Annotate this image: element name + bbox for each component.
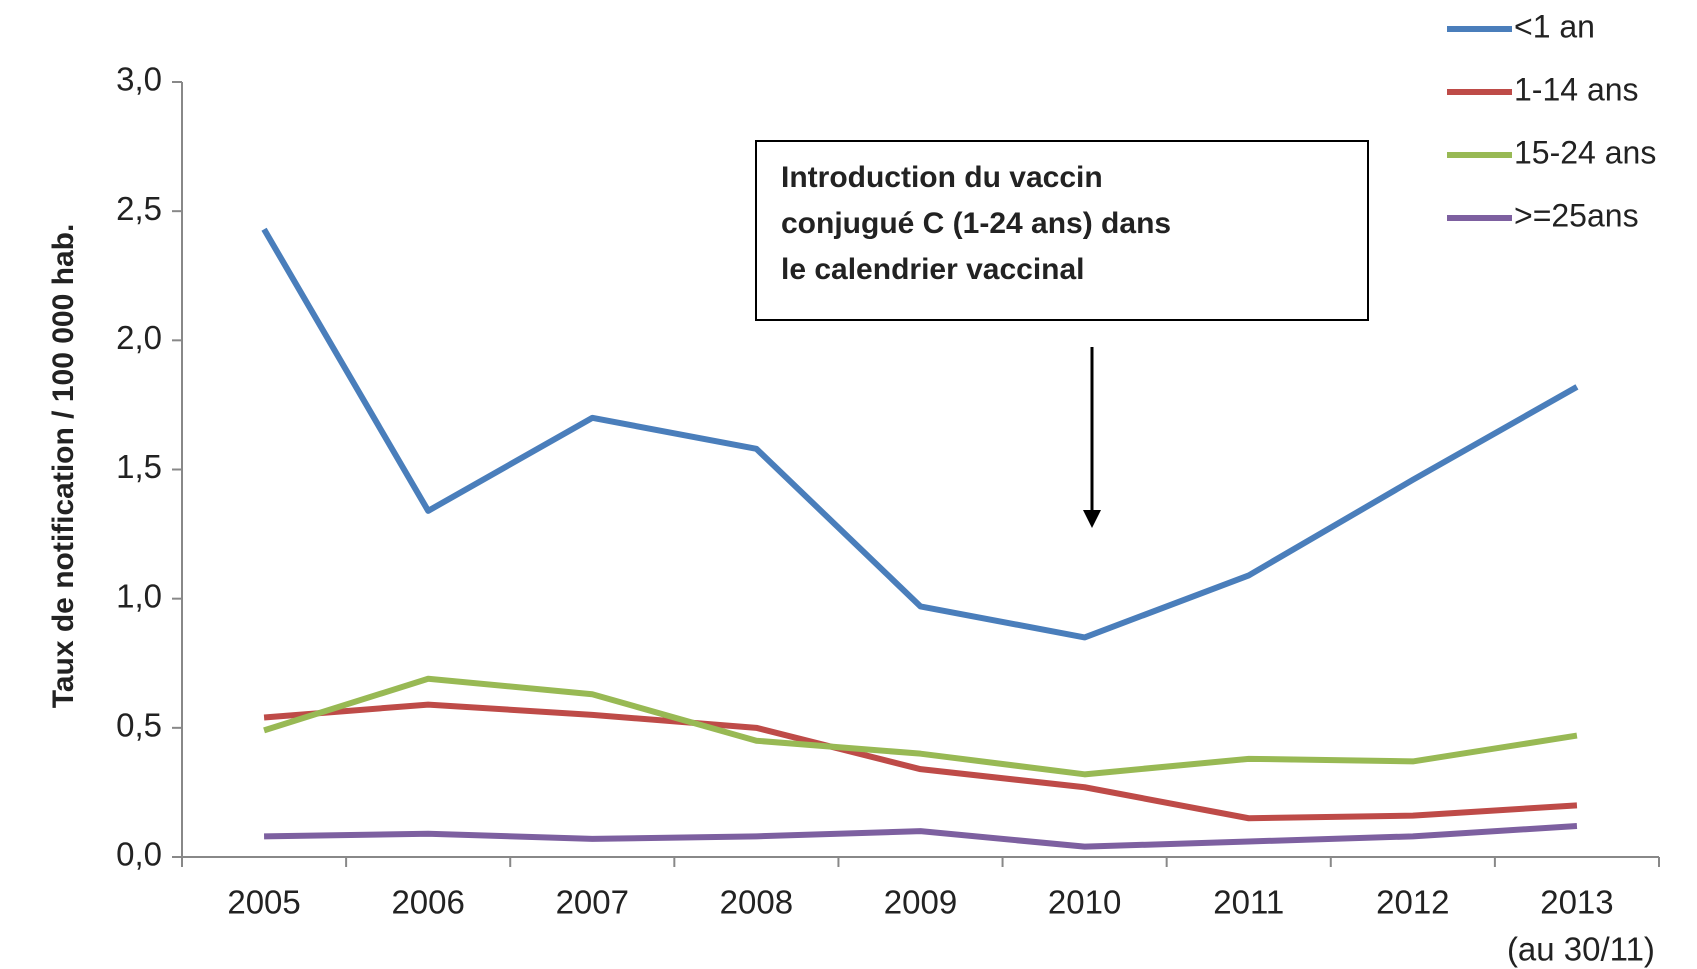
legend-label: 1-14 ans	[1514, 71, 1639, 107]
y-tick-label: 0,5	[116, 707, 162, 744]
annotation-text: Introduction du vaccin	[781, 161, 1103, 194]
x-tick-label: 2009	[884, 884, 957, 921]
series-line	[261, 227, 1579, 641]
y-tick-label: 1,5	[116, 448, 162, 485]
series-line	[263, 701, 1578, 822]
annotation-text: le calendrier vaccinal	[781, 253, 1085, 286]
x-tick-label: 2012	[1376, 884, 1449, 921]
annotation-text: conjugué C (1-24 ans) dans	[781, 207, 1171, 240]
legend-label: 15-24 ans	[1514, 134, 1656, 170]
x-tick-label: 2006	[391, 884, 464, 921]
series-line	[264, 823, 1578, 850]
x-tick-note: (au 30/11)	[1507, 931, 1655, 968]
x-tick-label: 2007	[556, 884, 629, 921]
x-tick-label: 2008	[720, 884, 793, 921]
y-tick-label: 2,5	[116, 190, 162, 227]
y-tick-label: 3,0	[116, 61, 162, 98]
x-tick-label: 2005	[227, 884, 300, 921]
x-tick-label: 2011	[1213, 884, 1284, 921]
annotation-box	[755, 140, 1369, 321]
x-tick-label: 2010	[1048, 884, 1121, 921]
y-axis-title: Taux de notification / 100 000 hab.	[47, 224, 80, 709]
y-tick-label: 2,0	[116, 319, 162, 356]
x-tick-label: 2013	[1540, 884, 1613, 921]
annotation-arrowhead	[1083, 510, 1101, 528]
legend-label: >=25ans	[1514, 197, 1639, 233]
y-tick-label: 1,0	[116, 577, 162, 614]
legend-label: <1 an	[1514, 8, 1595, 44]
series-line	[263, 675, 1578, 778]
y-tick-label: 0,0	[116, 836, 162, 873]
